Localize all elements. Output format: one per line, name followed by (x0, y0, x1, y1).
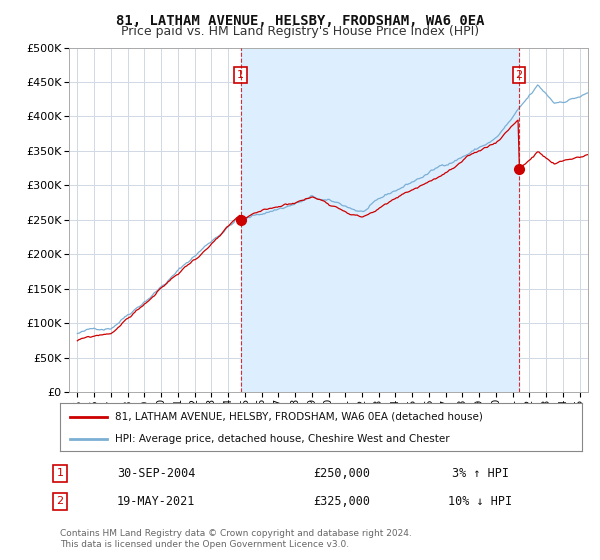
Text: 19-MAY-2021: 19-MAY-2021 (117, 494, 195, 508)
Text: 1: 1 (56, 468, 64, 478)
Text: HPI: Average price, detached house, Cheshire West and Chester: HPI: Average price, detached house, Ches… (115, 434, 449, 444)
Text: 1: 1 (237, 70, 244, 80)
Text: £325,000: £325,000 (313, 494, 370, 508)
Bar (241, 48, 519, 392)
Text: Contains HM Land Registry data © Crown copyright and database right 2024.
This d: Contains HM Land Registry data © Crown c… (60, 529, 412, 549)
Text: Price paid vs. HM Land Registry's House Price Index (HPI): Price paid vs. HM Land Registry's House … (121, 25, 479, 38)
Text: 2: 2 (56, 496, 64, 506)
Text: 2: 2 (515, 70, 523, 80)
Text: 10% ↓ HPI: 10% ↓ HPI (448, 494, 512, 508)
Text: 30-SEP-2004: 30-SEP-2004 (117, 466, 195, 480)
Text: 3% ↑ HPI: 3% ↑ HPI (452, 466, 509, 480)
Text: 81, LATHAM AVENUE, HELSBY, FRODSHAM, WA6 0EA: 81, LATHAM AVENUE, HELSBY, FRODSHAM, WA6… (116, 14, 484, 28)
Text: 81, LATHAM AVENUE, HELSBY, FRODSHAM, WA6 0EA (detached house): 81, LATHAM AVENUE, HELSBY, FRODSHAM, WA6… (115, 412, 482, 422)
Text: £250,000: £250,000 (313, 466, 370, 480)
